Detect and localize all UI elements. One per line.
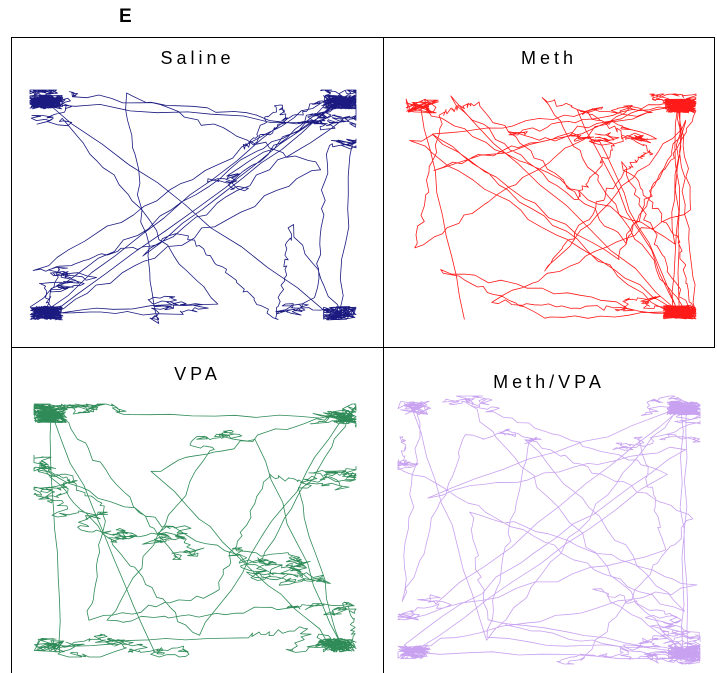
locomotor-trace-path [34,404,356,657]
cell-vpa: VPA [12,348,383,673]
panel-letter: E [119,6,132,28]
trace-meth [384,38,714,347]
locomotor-trace-path [406,94,696,320]
trace-vpa [12,348,383,673]
locomotor-trace-path [30,90,356,324]
cell-meth: Meth [384,38,714,347]
trace-meth-vpa [384,348,714,673]
trace-saline [12,38,383,347]
cell-meth-vpa: Meth/VPA [384,348,714,673]
frame-right-line [714,37,715,347]
cell-saline: Saline [12,38,383,347]
locomotor-trace-path [398,396,700,664]
